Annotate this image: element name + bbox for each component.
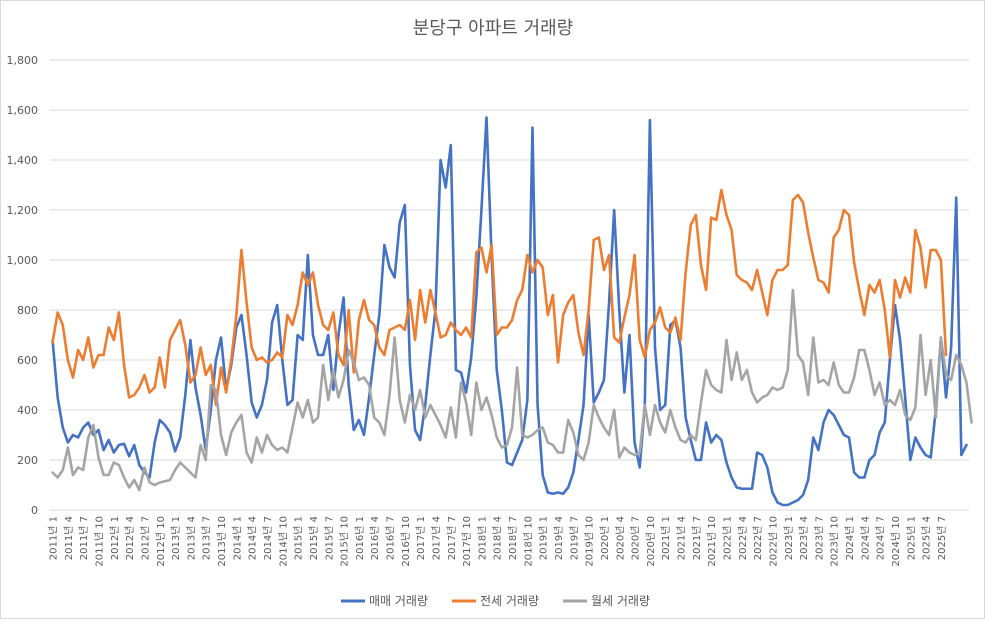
legend-item-0: 매매 거래량: [341, 594, 428, 608]
x-tick-label: 2024년 7: [875, 516, 887, 560]
x-tick-label: 2015년 4: [308, 516, 320, 560]
x-tick-label: 2011년 1: [48, 516, 60, 560]
x-tick-label: 2011년 10: [94, 516, 106, 567]
x-tick-label: 2019년 1: [538, 516, 550, 560]
y-tick-label: 1,400: [7, 154, 39, 167]
x-tick-label: 2025년 1: [905, 516, 917, 560]
y-tick-label: 1,000: [7, 254, 39, 267]
gridlines: [50, 59, 969, 511]
x-tick-label: 2014년 1: [231, 516, 243, 560]
x-tick-label: 2015년 10: [339, 516, 351, 567]
y-tick-label: 400: [17, 404, 38, 417]
x-tick-label: 2019년 4: [553, 516, 565, 560]
x-tick-label: 2013년 10: [216, 516, 228, 567]
series-line-1: [51, 188, 948, 407]
x-tick-label: 2016년 1: [354, 516, 366, 560]
x-tick-label: 2013년 1: [170, 516, 182, 560]
x-tick-label: 2013년 4: [185, 516, 197, 560]
x-tick-label: 2014년 10: [277, 516, 289, 567]
x-tick-label: 2024년 4: [859, 516, 871, 560]
y-tick-label: 200: [17, 454, 38, 467]
x-tick-label: 2025년 4: [921, 516, 933, 560]
y-tick-label: 1,200: [7, 204, 39, 217]
x-tick-label: 2013년 7: [201, 516, 213, 560]
x-tick-label: 2016년 10: [400, 516, 412, 567]
x-tick-label: 2017년 4: [430, 516, 442, 560]
y-tick-label: 1,800: [7, 54, 39, 67]
x-tick-label: 2016년 4: [369, 516, 381, 560]
x-tick-label: 2024년 1: [844, 516, 856, 560]
x-tick-label: 2023년 7: [813, 516, 825, 560]
x-tick-label: 2018년 1: [476, 516, 488, 560]
y-tick-label: 1,600: [7, 104, 39, 117]
x-tick-label: 2021년 1: [660, 516, 672, 560]
x-tick-label: 2012년 7: [139, 516, 151, 560]
legend-item-2: 월세 거래량: [563, 594, 650, 608]
legend-label-0: 매매 거래량: [369, 594, 428, 608]
x-tick-label: 2020년 1: [599, 516, 611, 560]
x-tick-label: 2011년 4: [63, 516, 75, 560]
x-tick-label: 2018년 4: [492, 516, 504, 560]
x-tick-label: 2017년 10: [461, 516, 473, 567]
x-tick-label: 2023년 10: [829, 516, 841, 567]
x-tick-label: 2021년 7: [691, 516, 703, 560]
x-tick-label: 2020년 10: [645, 516, 657, 567]
x-tick-label: 2025년 7: [936, 516, 948, 560]
x-tick-label: 2014년 4: [247, 516, 259, 560]
series-lines: [51, 116, 973, 507]
x-tick-label: 2018년 7: [507, 516, 519, 560]
x-tick-label: 2022년 1: [721, 516, 733, 560]
x-tick-label: 2023년 1: [783, 516, 795, 560]
series-line-0: [51, 116, 968, 507]
legend-label-1: 전세 거래량: [480, 594, 539, 608]
x-tick-label: 2016년 7: [385, 516, 397, 560]
x-tick-label: 2014년 7: [262, 516, 274, 560]
x-tick-label: 2012년 10: [155, 516, 167, 567]
legend: 매매 거래량 전세 거래량 월세 거래량: [341, 594, 650, 608]
x-tick-label: 2022년 10: [767, 516, 779, 567]
x-tick-label: 2017년 7: [446, 516, 458, 560]
x-tick-label: 2019년 7: [568, 516, 580, 560]
x-tick-label: 2018년 10: [522, 516, 534, 567]
x-tick-label: 2012년 1: [109, 516, 121, 560]
x-tick-label: 2020년 7: [630, 516, 642, 560]
x-tick-label: 2024년 10: [890, 516, 902, 567]
x-tick-label: 2022년 4: [737, 516, 749, 560]
x-axis: 2011년 1 2011년 4 2011년 7 2011년 10 2012년 1 2012…: [48, 516, 948, 567]
x-tick-label: 2015년 1: [293, 516, 305, 560]
y-tick-label: 800: [17, 304, 38, 317]
y-tick-label: 600: [17, 354, 38, 367]
x-tick-label: 2019년 10: [584, 516, 596, 567]
y-axis: 0 200 400 600 800 1,000 1,200 1,400 1,600 1,800: [7, 54, 39, 517]
x-tick-label: 2012년 4: [124, 516, 136, 560]
x-tick-label: 2017년 1: [415, 516, 427, 560]
x-tick-label: 2021년 4: [676, 516, 688, 560]
series-line-2: [51, 288, 973, 492]
legend-item-1: 전세 거래량: [452, 594, 539, 608]
legend-label-2: 월세 거래량: [591, 594, 650, 608]
x-tick-label: 2023년 4: [798, 516, 810, 560]
x-tick-label: 2020년 4: [614, 516, 626, 560]
chart-title: 분당구 아파트 거래량: [413, 18, 573, 39]
x-tick-label: 2011년 7: [78, 516, 90, 560]
x-tick-label: 2015년 7: [323, 516, 335, 560]
x-tick-label: 2021년 10: [706, 516, 718, 567]
y-tick-label: 0: [31, 504, 38, 517]
x-tick-label: 2022년 7: [752, 516, 764, 560]
